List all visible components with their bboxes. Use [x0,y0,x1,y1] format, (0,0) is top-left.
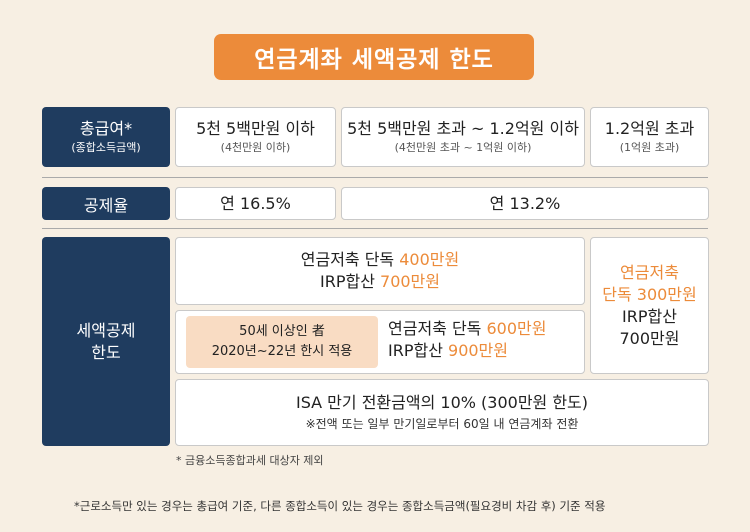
income-header-label: 총급여* [79,119,133,138]
rate-header-label: 공제율 [83,195,129,215]
limit-high-line1: 연금저축 [620,262,679,282]
page-title: 연금계좌 세액공제 한도 [214,34,534,80]
bracket-mid-label: 5천 5백만원 초과 ~ 1.2억원 이하 [347,119,579,138]
limit-base-irp-label: IRP합산 [320,272,381,291]
limit-high-line2: 단독 300만원 [602,284,697,304]
isa-main: ISA 만기 전환금액의 10% (300만원 한도) [295,392,589,412]
bracket-low-label: 5천 5백만원 이하 [196,119,315,138]
isa-sub: ※전액 또는 일부 만기일로부터 60일 내 연금계좌 전환 [305,416,579,431]
senior-irp-amount: 900만원 [448,341,508,360]
senior-limit-line2: IRP합산 900만원 [388,340,578,362]
senior-limit-line1: 연금저축 단독 600만원 [388,318,578,340]
limit-header-line1: 세액공제 [76,320,136,340]
limit-base-line1: 연금저축 단독 400만원 [301,249,459,271]
bracket-high-label: 1.2억원 초과 [604,119,695,138]
income-header-cell: 총급여* (종합소득금액) [42,107,170,167]
footnote-income: *근로소득만 있는 경우는 총급여 기준, 다른 종합소득이 있는 경우는 종합… [74,499,606,513]
limit-base-cell: 연금저축 단독 400만원 IRP합산 700만원 [175,237,585,305]
limit-base-pension-label: 연금저축 단독 [300,250,400,269]
senior-limit-text: 연금저축 단독 600만원 IRP합산 900만원 [388,318,578,362]
limit-base-irp-amount: 700만원 [380,272,440,291]
bracket-high-cell: 1.2억원 초과 (1억원 초과) [590,107,709,167]
limit-base-pension-amount: 400만원 [399,250,460,269]
limit-high-line4: 700만원 [619,328,680,348]
limit-high-cell: 연금저축 단독 300만원 IRP합산 700만원 [590,237,709,374]
divider-2 [42,228,708,229]
bracket-high-sub: (1억원 초과) [619,141,680,154]
senior-condition-line2: 2020년~22년 한시 적용 [211,344,353,359]
senior-pension-label: 연금저축 단독 [388,319,487,338]
senior-pension-amount: 600만원 [486,319,547,338]
senior-condition-box: 50세 이상인 者 2020년~22년 한시 적용 [186,316,378,368]
bracket-low-cell: 5천 5백만원 이하 (4천만원 이하) [175,107,336,167]
limit-header-line2: 한도 [91,342,121,362]
rate-low-value: 연 16.5% [220,193,291,213]
limit-base-line2: IRP합산 700만원 [320,271,440,293]
divider-1 [42,177,708,178]
senior-irp-label: IRP합산 [388,341,449,360]
bracket-low-sub: (4천만원 이하) [220,141,291,154]
bracket-mid-sub: (4천만원 초과 ~ 1억원 이하) [394,141,532,154]
isa-cell: ISA 만기 전환금액의 10% (300만원 한도) ※전액 또는 일부 만기… [175,379,709,446]
rate-header-cell: 공제율 [42,187,170,220]
income-header-sub: (종합소득금액) [71,141,141,154]
rate-low-cell: 연 16.5% [175,187,336,220]
rate-high-cell: 연 13.2% [341,187,709,220]
limit-high-line3: IRP합산 [622,306,677,326]
rate-high-value: 연 13.2% [489,193,561,213]
limit-header-cell: 세액공제 한도 [42,237,170,446]
bracket-mid-cell: 5천 5백만원 초과 ~ 1.2억원 이하 (4천만원 초과 ~ 1억원 이하) [341,107,585,167]
senior-condition-line1: 50세 이상인 者 [239,324,325,339]
footnote-financial: * 금융소득종합과세 대상자 제외 [176,454,324,467]
